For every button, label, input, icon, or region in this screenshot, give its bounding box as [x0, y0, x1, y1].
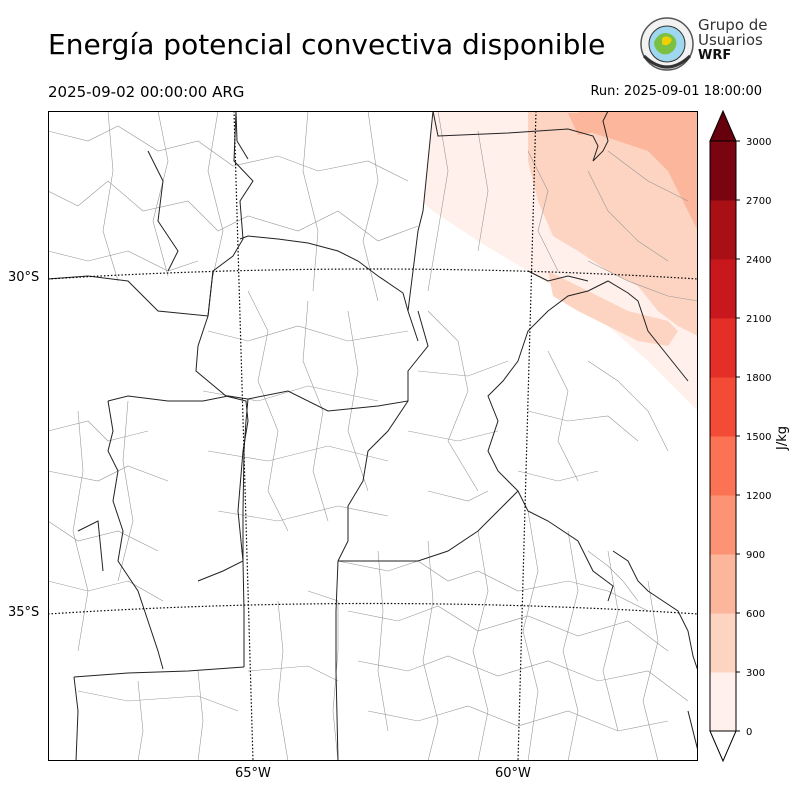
colorbar-svg: J/kg 0 300 600 900 1200 1500 1800 2100 2400 2700 3…	[709, 109, 790, 763]
colorbar-segment	[710, 495, 736, 555]
logo-line3: WRF	[698, 48, 732, 63]
cape-level-2b	[548, 271, 678, 346]
cape-shading	[423, 111, 698, 411]
cape-level-3	[578, 111, 698, 231]
map-svg	[47, 110, 699, 762]
lat-label-30s: 30°S	[8, 270, 40, 285]
colorbar-segment	[710, 613, 736, 673]
colorbar-tick-label: 300	[746, 668, 765, 679]
colorbar-tick-label: 600	[746, 609, 765, 620]
logo-text: Grupo de Usuarios WRF	[698, 16, 768, 64]
colorbar: J/kg 0 300 600 900 1200 1500 1800 2100 2400 2700 3…	[704, 108, 794, 768]
colorbar-segment	[710, 259, 736, 319]
colorbar-tick-label: 900	[746, 550, 765, 561]
department-boundaries	[47, 110, 699, 762]
colorbar-segment	[710, 672, 736, 732]
lon-label-60w: 60°W	[495, 766, 531, 781]
logo-line2: Usuarios	[698, 31, 763, 49]
colorbar-over-extension	[709, 109, 737, 142]
colorbar-tick-label: 2100	[746, 314, 771, 325]
run-time: Run: 2025-09-01 18:00:00	[590, 84, 762, 99]
colorbar-tick-label: 2400	[746, 255, 771, 266]
graticule	[47, 110, 699, 762]
colorbar-tick-label: 1200	[746, 491, 771, 502]
valid-time: 2025-09-02 00:00:00 ARG	[48, 83, 245, 101]
logo-line1: Grupo de	[698, 16, 768, 34]
colorbar-segment	[710, 436, 736, 496]
colorbar-segment	[710, 318, 736, 378]
colorbar-tick-label: 3000	[746, 137, 771, 148]
cape-level-3b	[568, 113, 608, 135]
lon-label-65w: 65°W	[235, 766, 271, 781]
colorbar-tick-label: 1500	[746, 432, 771, 443]
colorbar-segment	[710, 554, 736, 614]
globe-seal-icon	[640, 17, 694, 71]
wrf-users-logo: Grupo de Usuarios WRF	[638, 16, 768, 76]
colorbar-under-extension	[709, 730, 737, 763]
colorbar-tick-label: 1800	[746, 373, 771, 384]
chart-title: Energía potencial convectiva disponible	[48, 28, 606, 61]
coastline	[612, 550, 699, 752]
colorbar-segment	[710, 200, 736, 260]
colorbar-segment	[710, 141, 736, 201]
map-panel	[47, 110, 699, 762]
colorbar-segment	[710, 377, 736, 437]
colorbar-tick-label: 2700	[746, 196, 771, 207]
colorbar-unit-label: J/kg	[775, 426, 790, 451]
province-boundaries	[47, 110, 689, 762]
map-frame	[48, 111, 698, 761]
colorbar-tick-label: 0	[746, 727, 752, 738]
cape-level-2	[528, 111, 698, 336]
lat-label-35s: 35°S	[8, 605, 40, 620]
